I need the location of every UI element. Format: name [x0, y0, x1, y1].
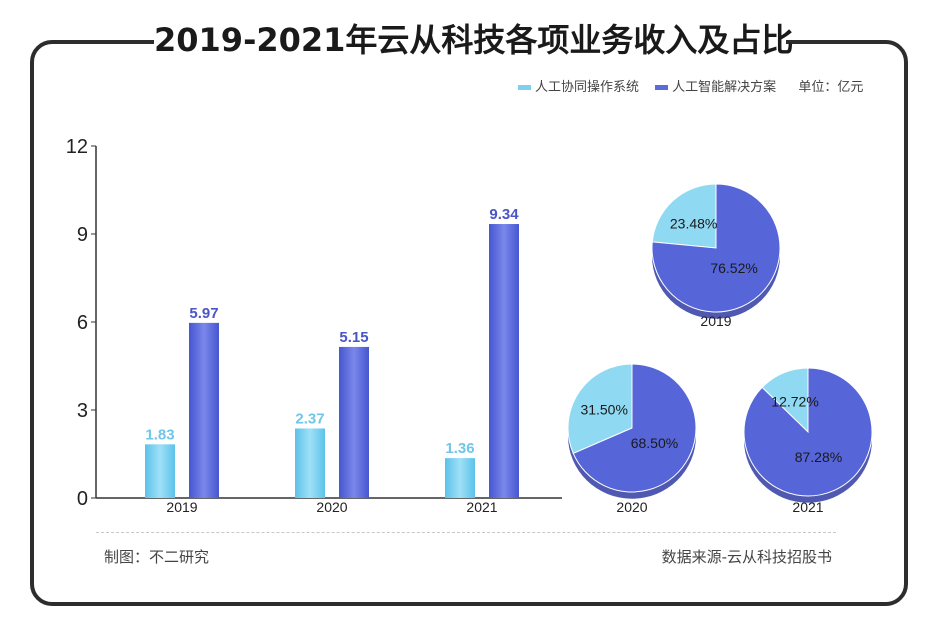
bar-series2 — [189, 322, 219, 498]
legend-item-series2: 人工智能解决方案 — [655, 76, 776, 95]
y-tick-label: 6 — [77, 312, 88, 334]
x-tick-label: 2021 — [466, 499, 497, 515]
y-tick-label: 12 — [66, 136, 88, 158]
pie-label-series2: 87.28% — [795, 449, 842, 465]
pie-label-series2: 68.50% — [631, 435, 678, 451]
pie-label-series1: 31.50% — [580, 402, 627, 418]
bar-value-label: 2.37 — [295, 410, 324, 427]
footer-divider — [96, 532, 836, 533]
legend-swatch-series1 — [518, 85, 531, 90]
pie-year-label: 2020 — [616, 499, 647, 515]
chart-title: 2019-2021年云从科技各项业务收入及占比 — [154, 18, 793, 62]
y-tick-label: 0 — [77, 488, 88, 510]
unit-label: 单位：亿元 — [798, 80, 864, 95]
pie-year-label: 2019 — [700, 313, 731, 329]
legend-label-series2: 人工智能解决方案 — [672, 80, 777, 95]
y-tick-label: 9 — [77, 224, 88, 246]
footer-source: 数据来源-云从科技招股书 — [661, 548, 832, 566]
pie-slice-series1 — [651, 183, 717, 249]
pie-label-series1: 23.48% — [670, 215, 717, 231]
legend-swatch-series2 — [655, 85, 669, 90]
bar-value-label: 1.83 — [145, 426, 174, 443]
bar-value-label: 9.34 — [489, 206, 519, 223]
bar-series1 — [295, 428, 325, 498]
x-tick-label: 2019 — [166, 499, 197, 515]
pie-year-label: 2021 — [792, 499, 823, 515]
pie-label-series1: 12.72% — [771, 393, 818, 409]
pie-slice-series2 — [572, 363, 697, 493]
bar-value-label: 5.97 — [189, 305, 218, 322]
y-tick-label: 3 — [77, 400, 88, 422]
bar-value-label: 5.15 — [339, 329, 368, 346]
pie-slice-series2 — [651, 183, 781, 313]
pie-slice-series2 — [743, 367, 873, 497]
bar-series2 — [339, 346, 369, 498]
x-tick-label: 2020 — [316, 499, 347, 515]
footer-credit: 制图：不二研究 — [104, 548, 210, 566]
legend: 人工协同操作系统 人工智能解决方案 单位：亿元 — [518, 76, 863, 95]
bar-value-label: 1.36 — [445, 440, 474, 457]
pie-slice-series1 — [567, 363, 633, 455]
bar-series2 — [489, 224, 519, 498]
legend-label-series1: 人工协同操作系统 — [535, 80, 640, 95]
legend-item-series1: 人工协同操作系统 — [518, 76, 639, 95]
pie-label-series2: 76.52% — [710, 260, 757, 276]
bar-series1 — [145, 444, 175, 498]
bar-series1 — [445, 458, 475, 498]
